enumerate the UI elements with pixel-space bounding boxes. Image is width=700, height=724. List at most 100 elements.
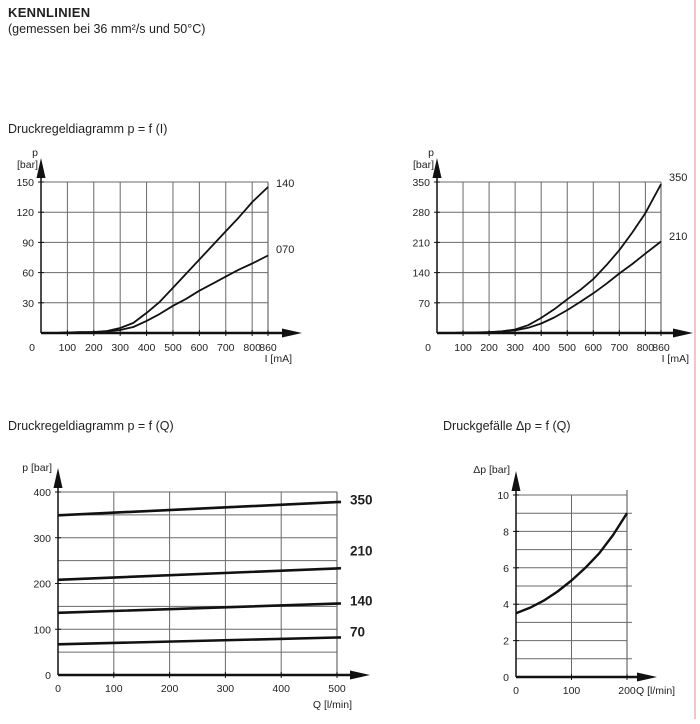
- svg-text:120: 120: [16, 207, 34, 219]
- chart-svg-pfi-350: 70 140 210 280 350 0 100 200 300 400 500 600 700 8008…: [412, 147, 693, 365]
- svg-text:280: 280: [412, 207, 430, 219]
- svg-text:200: 200: [618, 685, 636, 697]
- svg-text:2: 2: [503, 636, 509, 648]
- series-curve-140: [57, 602, 342, 615]
- svg-text:0: 0: [425, 342, 431, 354]
- series-label-140: 140: [276, 178, 294, 190]
- chart-pressure-vs-current-150bar: 30 60 90 120 150 0 100 200 300 400 500 600 700 800 860…: [0, 140, 335, 380]
- svg-text:500: 500: [558, 342, 576, 354]
- svg-text:I [mA]: I [mA]: [265, 353, 293, 365]
- svg-text:400: 400: [138, 342, 156, 354]
- svg-text:200: 200: [85, 342, 103, 354]
- svg-text:0: 0: [45, 670, 51, 682]
- svg-text:Q [l/min]: Q [l/min]: [636, 685, 675, 697]
- section-title-dp-f-q: Druckgefälle Δp = f (Q): [443, 419, 571, 433]
- svg-text:100: 100: [59, 342, 77, 354]
- svg-text:400: 400: [532, 342, 550, 354]
- svg-text:500: 500: [328, 683, 346, 695]
- svg-text:140: 140: [412, 268, 430, 280]
- svg-text:200: 200: [161, 683, 179, 695]
- series-curve-dpfq: [515, 512, 629, 615]
- svg-text:4: 4: [503, 599, 509, 611]
- y-axis-arrow-icon: [511, 471, 521, 491]
- section-title-p-f-i: Druckregeldiagramm p = f (I): [8, 122, 168, 136]
- svg-text:30: 30: [22, 298, 34, 310]
- axes: [36, 158, 302, 338]
- svg-text:700: 700: [611, 342, 629, 354]
- svg-text:300: 300: [111, 342, 129, 354]
- data-series: 350 210 140 70: [57, 493, 373, 646]
- page-border-right: [694, 0, 696, 719]
- svg-text:350: 350: [412, 177, 430, 189]
- chart-svg-pfi-150: 30 60 90 120 150 0 100 200 300 400 500 600 700 800860…: [16, 147, 302, 365]
- svg-text:60: 60: [22, 268, 34, 280]
- svg-text:100: 100: [105, 683, 123, 695]
- svg-text:200: 200: [480, 342, 498, 354]
- svg-text:600: 600: [191, 342, 209, 354]
- series-curve-210: [57, 566, 342, 582]
- svg-text:210: 210: [412, 237, 430, 249]
- svg-text:400: 400: [33, 487, 51, 499]
- svg-text:0: 0: [55, 683, 61, 695]
- series-label-210: 210: [350, 544, 373, 559]
- svg-text:100: 100: [563, 685, 581, 697]
- axes: [511, 471, 657, 682]
- series-label-210: 210: [669, 231, 687, 243]
- chart-svg-pfq: 0 100 200 300 400 0 100 200 300 400 500 p [bar] Q [l…: [22, 462, 373, 711]
- svg-text:Δp [bar]: Δp [bar]: [473, 464, 510, 476]
- svg-text:p: p: [428, 147, 434, 159]
- axis-titles: Δp [bar] Q [l/min]: [473, 464, 675, 697]
- svg-text:6: 6: [503, 563, 509, 575]
- x-axis-arrow-icon: [637, 672, 657, 682]
- data-series: 350 210: [437, 172, 687, 334]
- tick-labels: 70 140 210 280 350 0 100 200 300 400 500 600 700 8008…: [412, 177, 669, 354]
- svg-text:200: 200: [33, 579, 51, 591]
- gridlines: [516, 490, 632, 677]
- svg-text:10: 10: [497, 490, 509, 502]
- svg-text:700: 700: [217, 342, 235, 354]
- y-axis-arrow-icon: [53, 468, 63, 488]
- svg-text:400: 400: [272, 683, 290, 695]
- data-series: [515, 512, 629, 615]
- series-curve-140: [41, 186, 269, 334]
- gridlines: [41, 181, 269, 333]
- svg-text:300: 300: [217, 683, 235, 695]
- svg-text:300: 300: [33, 533, 51, 545]
- series-curve-070: [41, 254, 269, 334]
- svg-text:8: 8: [503, 526, 509, 538]
- series-label-350: 350: [669, 172, 687, 184]
- tick-labels: 0 100 200 300 400 0 100 200 300 400 500: [33, 487, 345, 695]
- svg-text:100: 100: [33, 624, 51, 636]
- axis-titles: p[bar] I [mA]: [17, 147, 292, 365]
- gridlines: [58, 491, 338, 675]
- svg-text:860: 860: [259, 342, 277, 354]
- svg-text:0: 0: [503, 672, 509, 684]
- series-label-070: 070: [276, 244, 294, 256]
- gridlines: [437, 181, 662, 333]
- axis-titles: p[bar] I [mA]: [413, 147, 689, 365]
- svg-text:100: 100: [454, 342, 472, 354]
- svg-text:p: p: [32, 147, 38, 159]
- series-curve-350: [57, 500, 342, 517]
- svg-text:150: 150: [16, 177, 34, 189]
- y-axis-arrow-icon: [432, 158, 442, 178]
- chart-pressure-vs-flow: 0 100 200 300 400 0 100 200 300 400 500 p [bar] Q [l…: [0, 455, 410, 724]
- series-label-70: 70: [350, 625, 365, 640]
- svg-text:[bar]: [bar]: [17, 159, 38, 171]
- svg-text:I [mA]: I [mA]: [662, 353, 690, 365]
- x-axis-arrow-icon: [282, 328, 302, 338]
- y-axis-arrow-icon: [36, 158, 46, 178]
- svg-text:Q [l/min]: Q [l/min]: [313, 699, 352, 711]
- series-curve-350: [437, 183, 662, 334]
- data-series: 140 070: [41, 178, 294, 334]
- x-axis-arrow-icon: [350, 670, 370, 680]
- svg-text:600: 600: [585, 342, 603, 354]
- series-label-350: 350: [350, 493, 373, 508]
- series-curve-70: [57, 636, 342, 646]
- svg-text:300: 300: [506, 342, 524, 354]
- svg-text:860: 860: [652, 342, 670, 354]
- svg-text:500: 500: [164, 342, 182, 354]
